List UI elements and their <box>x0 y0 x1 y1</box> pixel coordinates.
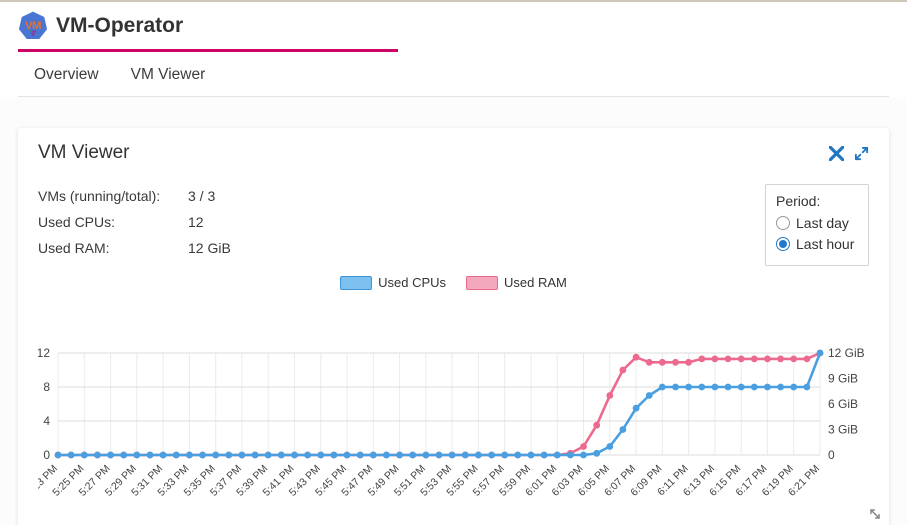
svg-text:VM: VM <box>25 20 41 32</box>
svg-text:8: 8 <box>43 380 50 394</box>
svg-text:12 GiB: 12 GiB <box>828 346 865 360</box>
svg-text:3 GiB: 3 GiB <box>828 423 858 437</box>
svg-text:6 GiB: 6 GiB <box>828 397 858 411</box>
svg-text:4: 4 <box>43 414 50 428</box>
svg-text:0: 0 <box>43 448 50 462</box>
svg-text:9 GiB: 9 GiB <box>828 372 858 386</box>
svg-text:12: 12 <box>38 346 50 360</box>
svg-text:0: 0 <box>828 448 835 462</box>
